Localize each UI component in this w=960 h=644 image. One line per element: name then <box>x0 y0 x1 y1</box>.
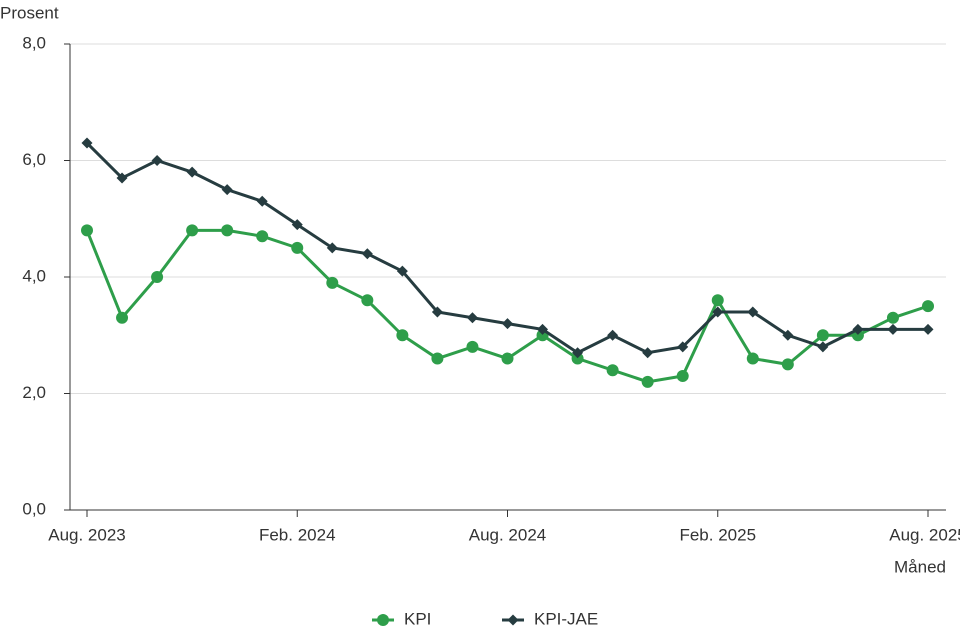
point <box>712 306 724 318</box>
point <box>501 352 514 365</box>
point <box>116 172 128 184</box>
point <box>116 311 129 324</box>
legend-label: KPI <box>404 609 431 628</box>
point <box>747 306 759 318</box>
point <box>607 329 619 341</box>
point <box>466 340 479 353</box>
point <box>291 219 303 231</box>
point <box>377 614 389 626</box>
point <box>221 224 234 237</box>
point <box>151 271 164 283</box>
point <box>361 248 373 260</box>
x-axis-label: Måned <box>894 557 946 576</box>
point <box>361 294 374 307</box>
x-tick-label: Aug. 2025 <box>889 525 960 544</box>
y-tick-label: 8,0 <box>22 33 46 52</box>
x-tick-label: Aug. 2024 <box>469 525 547 544</box>
point <box>922 323 934 335</box>
point <box>781 358 794 371</box>
x-tick-label: Aug. 2023 <box>48 525 126 544</box>
point <box>221 184 233 196</box>
y-tick-label: 6,0 <box>22 150 46 169</box>
point <box>711 294 724 307</box>
point <box>817 341 829 353</box>
point <box>572 347 584 359</box>
point <box>746 352 759 365</box>
x-tick-label: Feb. 2025 <box>679 525 756 544</box>
point <box>256 195 268 207</box>
point <box>431 306 443 318</box>
point <box>537 323 549 335</box>
x-tick-label: Feb. 2024 <box>259 525 336 544</box>
point <box>852 323 864 335</box>
point <box>782 329 794 341</box>
point <box>326 276 339 289</box>
point <box>606 364 619 377</box>
y-tick-label: 0,0 <box>22 499 46 518</box>
point <box>81 137 93 149</box>
point <box>186 166 198 178</box>
point <box>507 614 519 626</box>
point <box>291 241 304 254</box>
point <box>466 312 478 324</box>
point <box>256 230 269 243</box>
point <box>641 375 654 388</box>
point <box>81 224 93 237</box>
point <box>922 300 934 313</box>
point <box>571 352 584 365</box>
point <box>396 329 409 342</box>
point <box>676 370 689 383</box>
legend-label: KPI-JAE <box>534 609 598 628</box>
point <box>326 242 338 254</box>
point <box>816 329 829 342</box>
point <box>151 155 163 166</box>
point <box>642 347 654 359</box>
point <box>396 265 408 277</box>
y-tick-label: 2,0 <box>22 383 46 402</box>
point <box>431 352 444 365</box>
point <box>502 318 513 330</box>
point <box>886 311 899 324</box>
point <box>186 224 199 237</box>
point <box>677 341 689 353</box>
point <box>887 323 899 335</box>
y-tick-label: 4,0 <box>22 266 46 285</box>
y-axis-label: Prosent <box>0 3 59 22</box>
